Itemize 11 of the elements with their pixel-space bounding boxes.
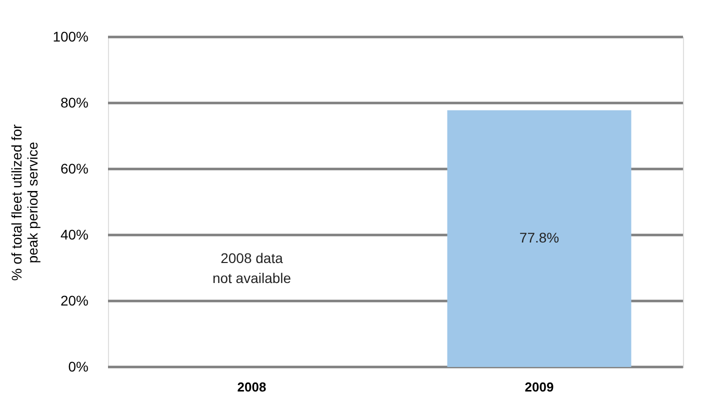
y-tick-label: 100% bbox=[52, 28, 88, 44]
annotation: 2008 data not available bbox=[212, 250, 292, 286]
x-tick-label: 2008 bbox=[237, 380, 266, 394]
y-tick-label: 80% bbox=[60, 94, 88, 110]
data-label: 77.8% bbox=[519, 230, 560, 246]
y-tick-label: 60% bbox=[60, 160, 88, 176]
y-tick-label: 0% bbox=[68, 358, 88, 374]
y-tick-label: 20% bbox=[60, 292, 88, 308]
y-tick-label: 40% bbox=[60, 226, 88, 242]
x-tick-label: 2009 bbox=[524, 380, 554, 394]
y-axis-title: % of total fleet utilized for peak period service bbox=[8, 124, 41, 281]
